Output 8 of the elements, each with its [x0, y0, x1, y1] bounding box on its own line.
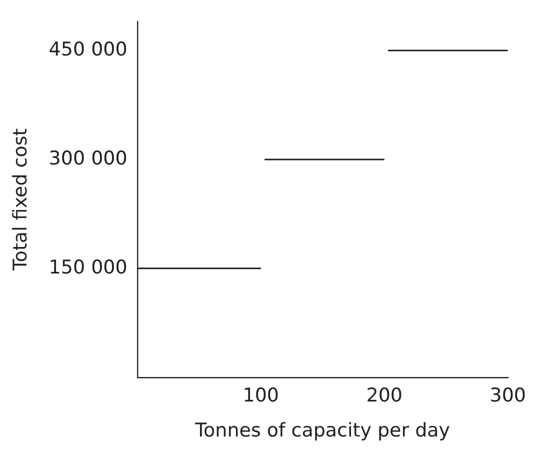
- y-tick-label: 450 000: [48, 38, 128, 60]
- y-tick-label: 300 000: [48, 147, 128, 170]
- x-tick-label: 100: [242, 384, 279, 407]
- y-axis-title: Total fixed cost: [9, 128, 32, 272]
- x-tick-label: 200: [366, 384, 402, 407]
- x-axis-title: Tonnes of capacity per day: [194, 420, 450, 442]
- y-tick-label: 150 000: [48, 256, 128, 278]
- x-tick-label: 300: [490, 384, 526, 407]
